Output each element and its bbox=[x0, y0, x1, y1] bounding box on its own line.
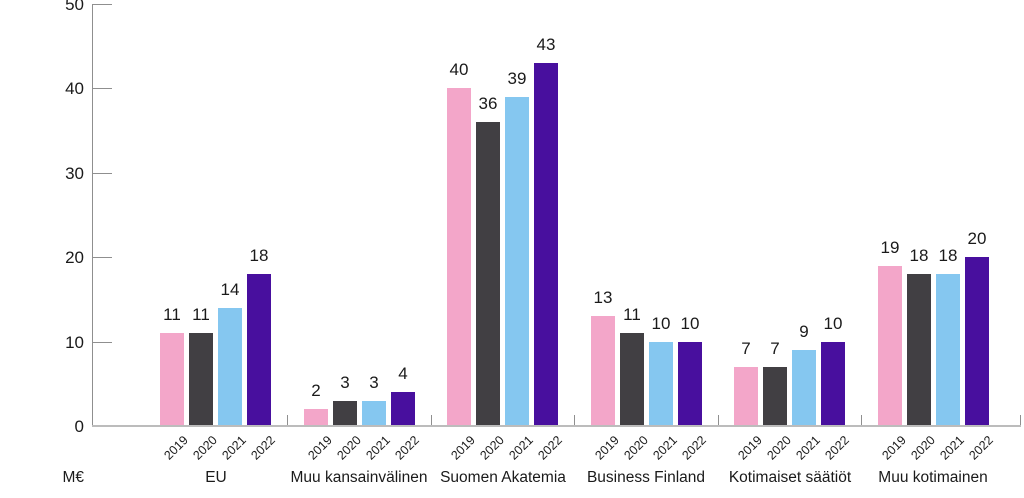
bar-muu-kansainv-linen-2021 bbox=[362, 401, 386, 426]
bar-value-label: 10 bbox=[823, 314, 843, 333]
bar-business-finland-2022 bbox=[678, 342, 702, 426]
y-axis-tick bbox=[92, 173, 112, 174]
y-axis-tick bbox=[92, 88, 112, 89]
category-label-muu-kansainv-linen: Muu kansainvälinen bbox=[290, 469, 428, 486]
category-label-kotimaiset-s-ti-t: Kotimaiset säätiöt bbox=[728, 469, 852, 486]
group-separator-tick bbox=[287, 415, 288, 425]
y-axis-tick bbox=[92, 4, 112, 5]
bar-value-label: 9 bbox=[799, 322, 809, 341]
x-axis-line bbox=[92, 425, 1021, 427]
bar-value-label: 18 bbox=[938, 246, 958, 265]
category-label-muu-kotimainen: Muu kotimainen bbox=[878, 469, 988, 486]
bar-value-label: 36 bbox=[478, 94, 498, 113]
group-separator-tick bbox=[861, 415, 862, 425]
bar-value-label: 10 bbox=[651, 314, 671, 333]
y-axis-unit-label: M€ bbox=[62, 469, 84, 486]
bar-value-label: 11 bbox=[623, 305, 641, 324]
bar-kotimaiset-s-ti-t-2020 bbox=[763, 367, 787, 426]
bar-value-label: 18 bbox=[249, 246, 269, 265]
bar-business-finland-2021 bbox=[649, 342, 673, 426]
bar-value-label: 3 bbox=[369, 373, 379, 392]
y-axis-tick bbox=[92, 257, 112, 258]
bar-value-label: 20 bbox=[967, 229, 987, 248]
bar-value-label: 7 bbox=[741, 339, 751, 358]
bar-muu-kansainv-linen-2020 bbox=[333, 401, 357, 426]
category-label-business-finland: Business Finland bbox=[586, 469, 706, 486]
group-separator-tick bbox=[718, 415, 719, 425]
y-axis-tick bbox=[92, 342, 112, 343]
bar-value-label: 39 bbox=[507, 69, 527, 88]
y-axis-tick-label: 10 bbox=[65, 333, 84, 352]
bar-suomen-akatemia-2022 bbox=[534, 63, 558, 426]
bar-value-label: 11 bbox=[163, 305, 181, 324]
bar-kotimaiset-s-ti-t-2022 bbox=[821, 342, 845, 426]
bar-kotimaiset-s-ti-t-2021 bbox=[792, 350, 816, 426]
bar-value-label: 18 bbox=[909, 246, 929, 265]
bar-business-finland-2020 bbox=[620, 333, 644, 426]
bar-eu-2019 bbox=[160, 333, 184, 426]
bar-value-label: 3 bbox=[340, 373, 350, 392]
bar-muu-kotimainen-2019 bbox=[878, 266, 902, 426]
axis-end-tick bbox=[1020, 415, 1021, 425]
bar-value-label: 40 bbox=[449, 60, 469, 79]
category-label-eu: EU bbox=[205, 469, 227, 486]
bar-value-label: 14 bbox=[220, 280, 240, 299]
bar-suomen-akatemia-2019 bbox=[447, 88, 471, 426]
bar-muu-kotimainen-2022 bbox=[965, 257, 989, 426]
bar-muu-kotimainen-2021 bbox=[936, 274, 960, 426]
bar-value-label: 19 bbox=[880, 238, 900, 257]
bar-value-label: 7 bbox=[770, 339, 780, 358]
bar-value-label: 4 bbox=[398, 364, 408, 383]
y-axis-tick-label: 20 bbox=[65, 248, 84, 267]
y-axis-line bbox=[92, 4, 93, 426]
bar-value-label: 13 bbox=[593, 288, 613, 307]
y-axis-tick-label: 0 bbox=[74, 417, 84, 436]
y-axis-tick-label: 30 bbox=[65, 164, 84, 183]
y-axis-tick-label: 40 bbox=[65, 79, 84, 98]
group-separator-tick bbox=[574, 415, 575, 425]
bar-value-label: 2 bbox=[311, 381, 321, 400]
bar-value-label: 11 bbox=[192, 305, 210, 324]
bar-muu-kansainv-linen-2022 bbox=[391, 392, 415, 426]
bar-suomen-akatemia-2020 bbox=[476, 122, 500, 426]
bar-eu-2020 bbox=[189, 333, 213, 426]
bar-muu-kotimainen-2020 bbox=[907, 274, 931, 426]
category-label-suomen-akatemia: Suomen Akatemia bbox=[440, 469, 566, 486]
bar-muu-kansainv-linen-2019 bbox=[304, 409, 328, 426]
bar-kotimaiset-s-ti-t-2019 bbox=[734, 367, 758, 426]
group-separator-tick bbox=[431, 415, 432, 425]
bar-suomen-akatemia-2021 bbox=[505, 97, 529, 426]
bar-eu-2022 bbox=[247, 274, 271, 426]
bar-eu-2021 bbox=[218, 308, 242, 426]
bar-value-label: 10 bbox=[680, 314, 700, 333]
bar-value-label: 43 bbox=[536, 35, 556, 54]
bar-business-finland-2019 bbox=[591, 316, 615, 426]
y-axis-tick-label: 50 bbox=[65, 0, 84, 14]
